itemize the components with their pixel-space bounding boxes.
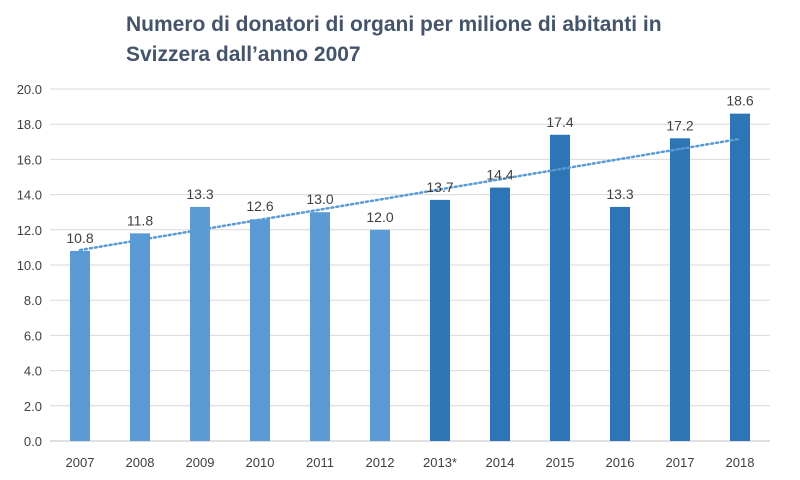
data-label: 18.6 [726, 93, 753, 109]
gridlines [50, 88, 770, 442]
y-tick-label: 18.0 [17, 117, 42, 132]
x-tick-label: 2018 [726, 455, 755, 470]
y-tick-label: 12.0 [17, 223, 42, 238]
x-tick-label: 2016 [606, 455, 635, 470]
data-labels: 10.8 11.8 13.3 12.6 13.0 12.0 13.7 14.4 17.4 13.3… [66, 93, 753, 246]
x-tick-label: 2013* [423, 455, 457, 470]
bar-2013 [430, 199, 450, 441]
y-tick-label: 20.0 [17, 82, 42, 97]
data-label: 12.6 [246, 198, 273, 214]
x-tick-label: 2014 [486, 455, 515, 470]
y-tick-label: 16.0 [17, 152, 42, 167]
data-label: 11.8 [127, 212, 153, 228]
data-label: 17.4 [546, 114, 573, 130]
y-tick-label: 8.0 [24, 293, 42, 308]
data-label: 13.7 [426, 179, 453, 195]
y-axis-ticks: 0.0 2.0 4.0 6.0 8.0 10.0 12.0 14.0 16.0 18.0 20.0 [17, 82, 42, 449]
bar-2009 [190, 206, 210, 441]
chart-title: Numero di donatori di organi per milione… [126, 13, 662, 66]
x-tick-label: 2012 [366, 455, 395, 470]
bar-2018 [730, 113, 750, 441]
y-tick-label: 14.0 [17, 188, 42, 203]
trendline-layer [78, 137, 742, 252]
y-tick-label: 4.0 [24, 364, 42, 379]
x-tick-label: 2007 [66, 455, 95, 470]
x-tick-label: 2010 [246, 455, 275, 470]
bar-2011 [310, 212, 330, 441]
bar-2008 [130, 233, 150, 441]
data-label: 13.3 [186, 186, 213, 202]
x-axis-ticks: 2007 2008 2009 2010 2011 2012 2013* 2014 2015 201… [66, 455, 755, 470]
data-label: 13.0 [306, 191, 333, 207]
data-label: 10.8 [66, 230, 93, 246]
bar-2007 [70, 250, 90, 441]
data-label: 14.4 [486, 167, 513, 183]
bar-2016 [610, 206, 630, 441]
bar-2017 [670, 138, 690, 441]
y-tick-label: 0.0 [24, 434, 42, 449]
y-tick-label: 6.0 [24, 328, 42, 343]
x-tick-label: 2017 [666, 455, 695, 470]
y-tick-label: 10.0 [17, 258, 42, 273]
x-tick-label: 2009 [186, 455, 215, 470]
bar-2012 [370, 229, 390, 441]
data-label: 17.2 [666, 117, 693, 133]
x-tick-label: 2015 [546, 455, 575, 470]
bar-2014 [490, 187, 510, 441]
bar-2015 [550, 134, 570, 441]
data-label: 12.0 [366, 209, 393, 225]
x-tick-label: 2008 [126, 455, 155, 470]
bar-2010 [250, 219, 270, 441]
bars [70, 113, 750, 441]
y-tick-label: 2.0 [24, 399, 42, 414]
data-label: 13.3 [606, 186, 633, 202]
x-tick-label: 2011 [306, 455, 334, 470]
trendline [78, 137, 742, 252]
